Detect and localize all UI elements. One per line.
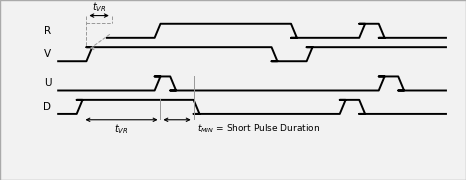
Text: U: U — [44, 78, 51, 89]
Text: $t_{VR}$: $t_{VR}$ — [92, 0, 106, 14]
Text: D: D — [43, 102, 51, 112]
Text: R: R — [44, 26, 51, 36]
Text: V: V — [44, 49, 51, 59]
Text: $t_{MIN}$ = Short Pulse Duration: $t_{MIN}$ = Short Pulse Duration — [198, 123, 321, 135]
Text: $t_{VR}$: $t_{VR}$ — [114, 123, 129, 136]
